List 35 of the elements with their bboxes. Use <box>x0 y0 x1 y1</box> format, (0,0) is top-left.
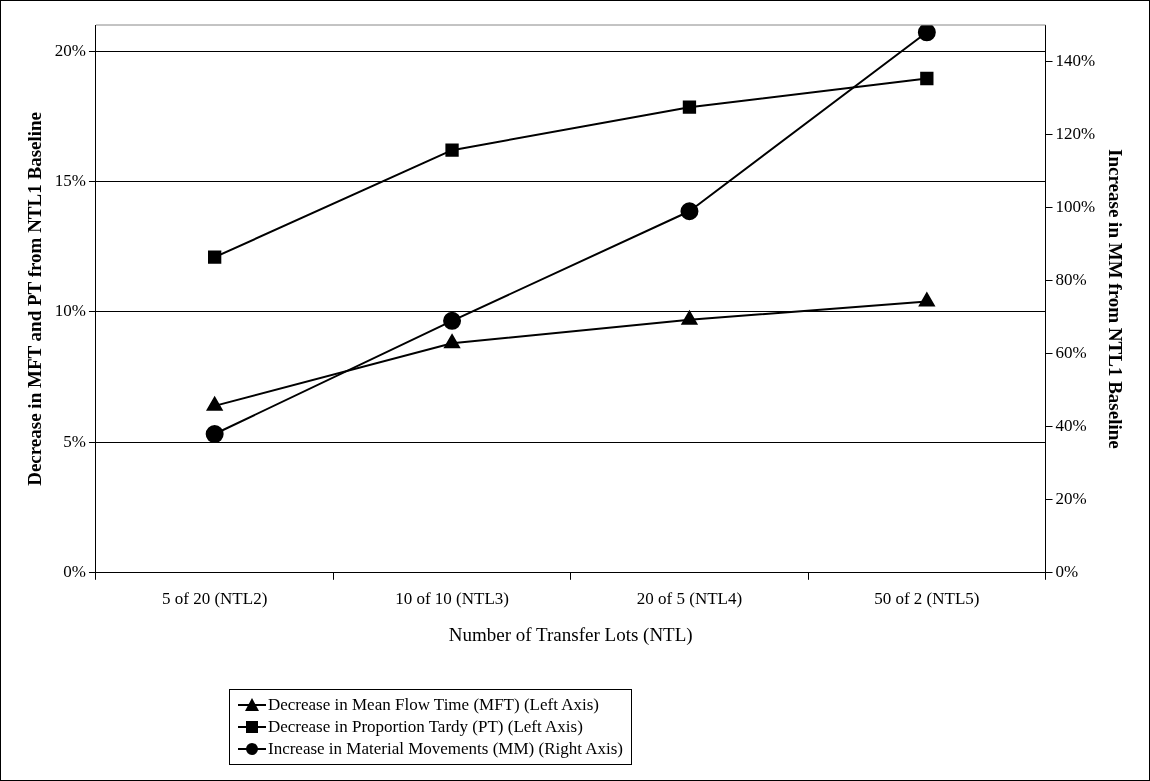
y2-tick-label: 80% <box>1055 270 1087 290</box>
point <box>443 311 462 330</box>
point <box>208 250 222 264</box>
y2-tick-label: 20% <box>1055 489 1087 509</box>
legend-label: Decrease in Proportion Tardy (PT) (Left Axis) <box>268 716 583 738</box>
y2-tick-label: 120% <box>1055 124 1096 144</box>
point <box>444 334 460 349</box>
legend-label: Decrease in Mean Flow Time (MFT) (Left Axis) <box>268 694 599 716</box>
x-tick-label: 10 of 10 (NTL3) <box>395 589 509 609</box>
y-tick-label: 20% <box>54 40 86 60</box>
point <box>206 396 223 411</box>
y2-tick-label: 40% <box>1055 416 1087 436</box>
y-tick-label: 5% <box>63 431 86 451</box>
y2-tick-label: 100% <box>1055 197 1096 217</box>
point <box>681 310 698 325</box>
point <box>680 202 699 221</box>
y-tick-label: 10% <box>54 301 86 321</box>
x-axis-title: Number of Transfer Lots (NTL) <box>448 623 693 646</box>
point <box>205 425 224 444</box>
point <box>920 71 934 86</box>
point <box>918 292 935 307</box>
x-tick-label: 20 of 5 (NTL4) <box>636 589 743 609</box>
y-axis-title: Decrease in MFT and PT from NTL1 Baseline <box>24 111 46 486</box>
point <box>445 143 459 157</box>
point <box>682 100 697 114</box>
y2-tick-label: 60% <box>1055 343 1087 363</box>
x-tick-label: 5 of 20 (NTL2) <box>162 589 268 609</box>
y2-axis-title: Increase in MM from NTL1 Baseline <box>1104 149 1126 449</box>
y-tick-label: 15% <box>54 170 86 190</box>
x-tick-label: 50 of 2 (NTL5) <box>874 589 980 609</box>
point <box>917 25 936 42</box>
legend-label: Increase in Material Movements (MM) (Right Axis) <box>268 738 624 760</box>
y2-tick-label: 0% <box>1055 562 1079 582</box>
y2-tick-label: 140% <box>1055 50 1096 70</box>
y-tick-label: 0% <box>63 562 86 582</box>
